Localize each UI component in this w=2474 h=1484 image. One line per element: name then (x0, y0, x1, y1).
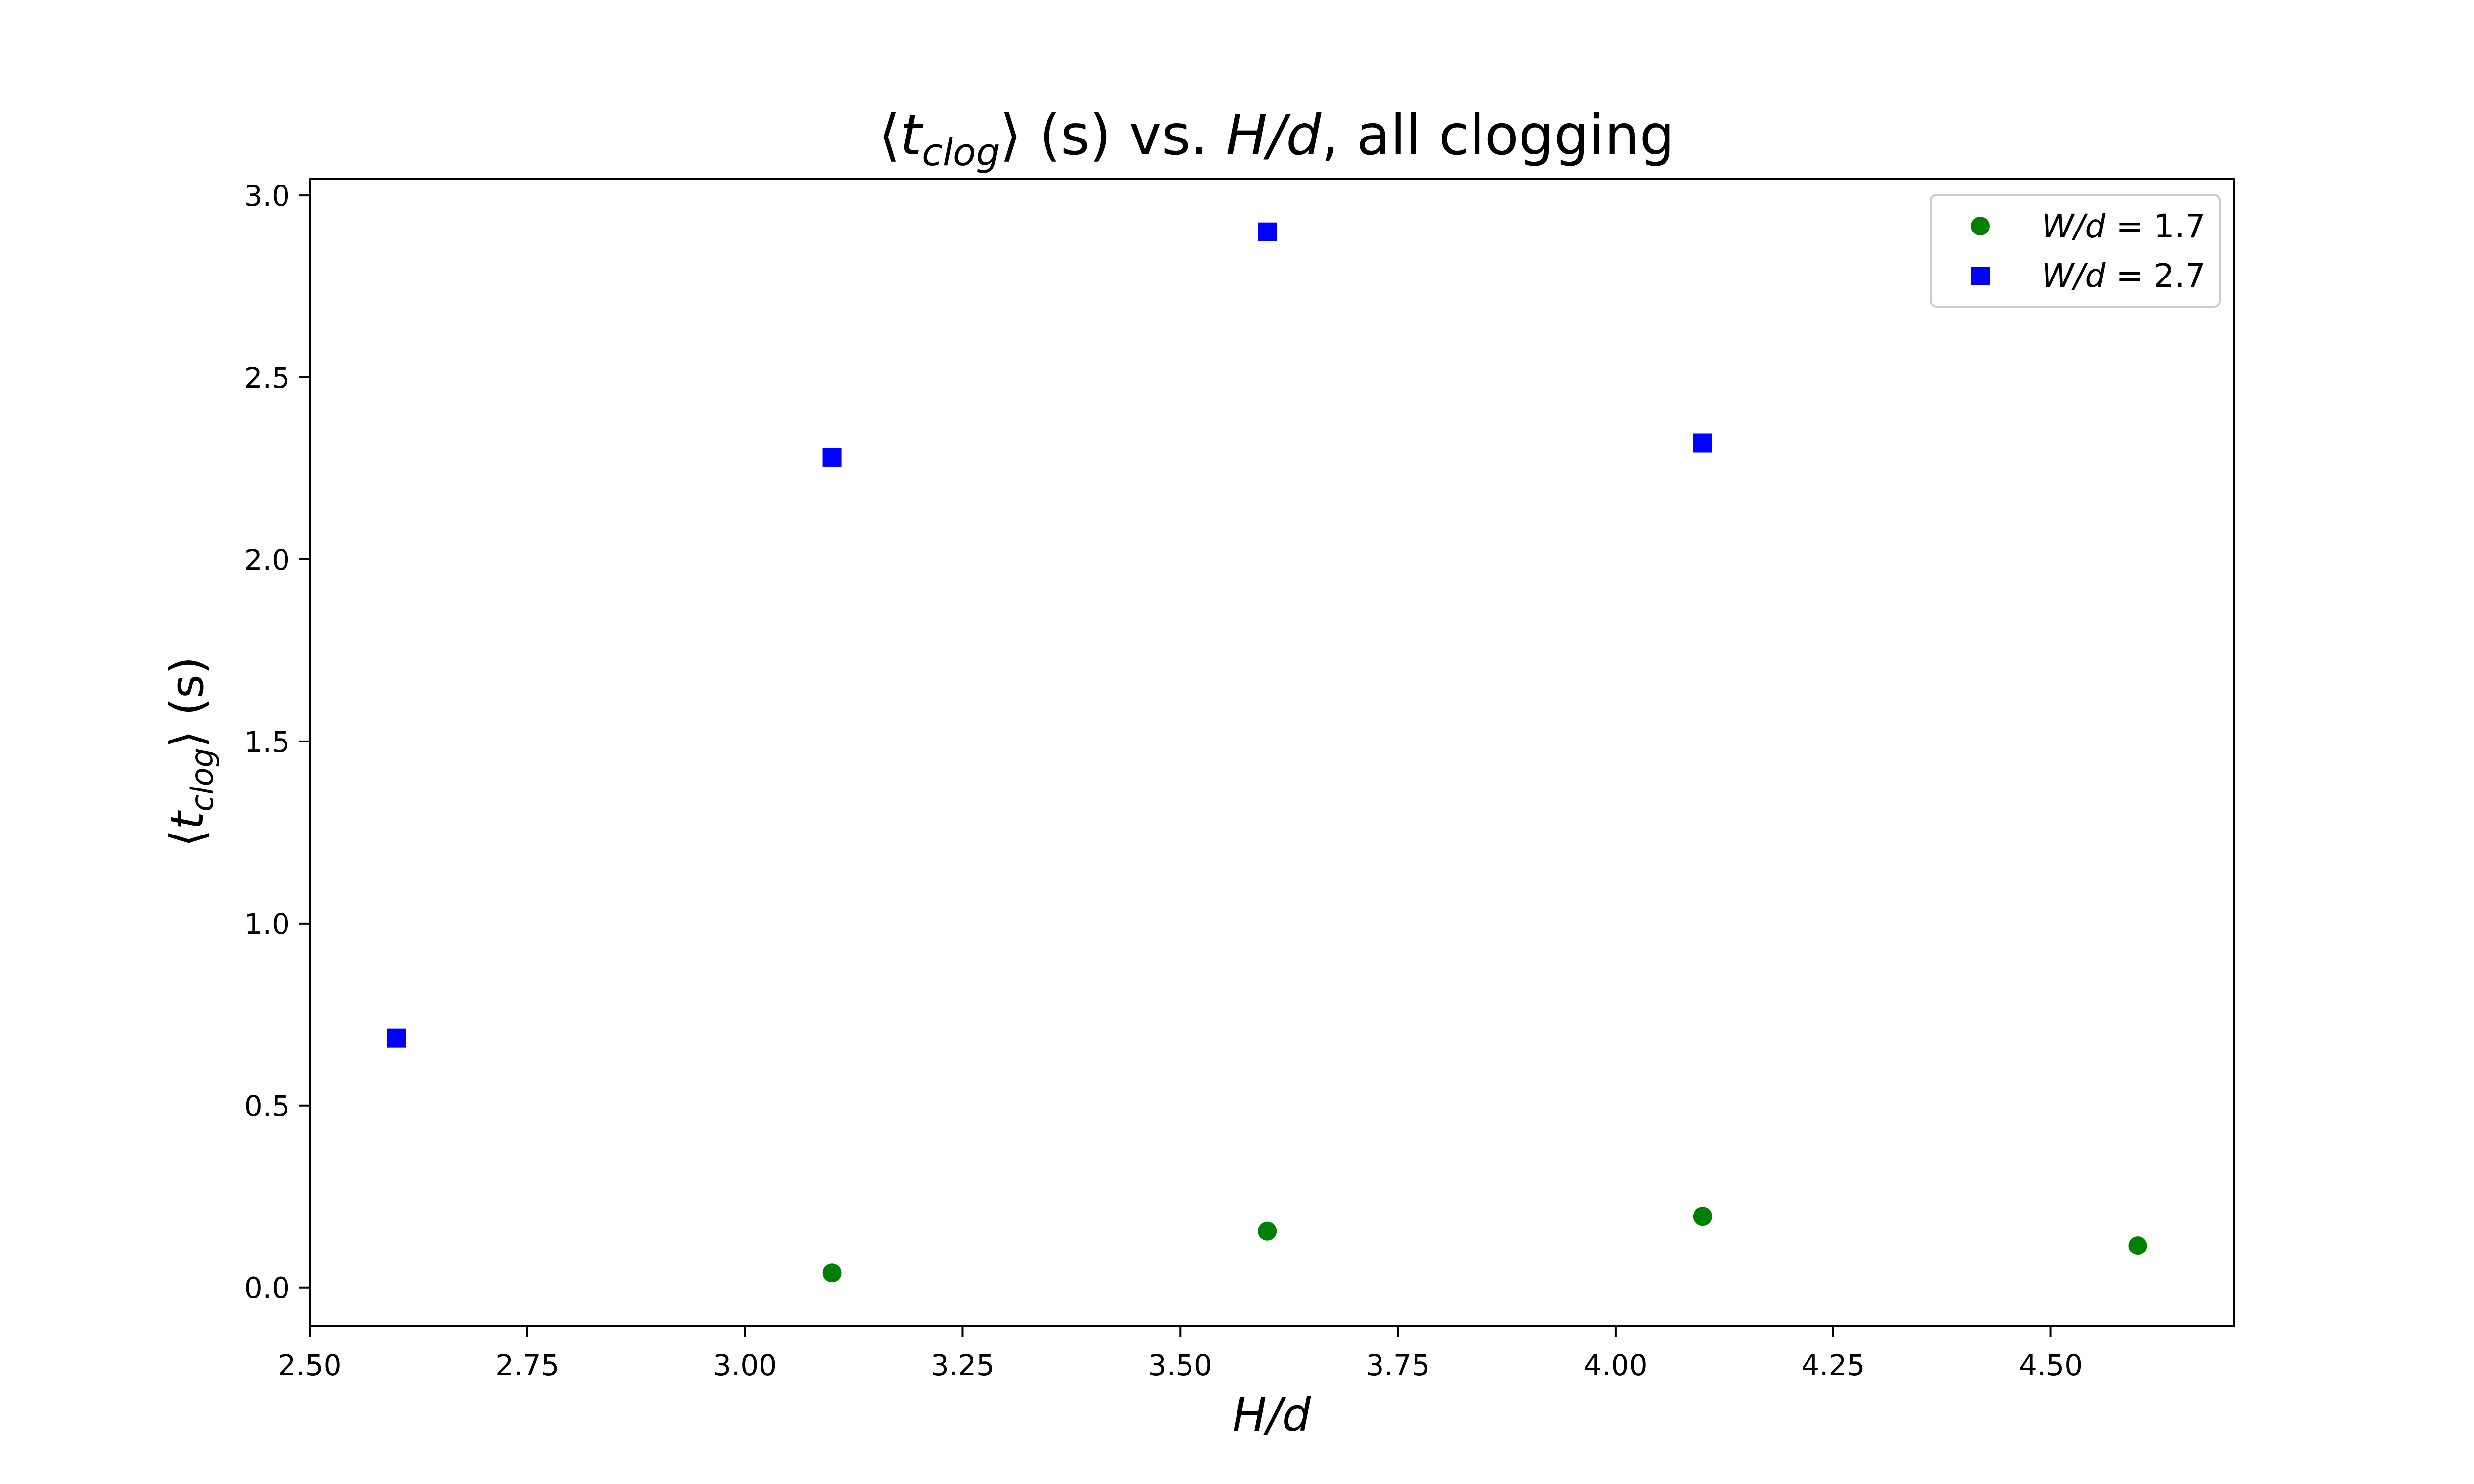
y-tick-label: 0.0 (244, 1271, 290, 1305)
legend-box (1930, 194, 2221, 308)
data-point-wd-2-7 (1258, 222, 1277, 241)
x-tick-label: 3.50 (1148, 1348, 1212, 1382)
x-tick-label: 3.00 (713, 1348, 777, 1382)
data-point-wd-2-7 (822, 448, 842, 467)
data-point-wd-1-7 (2128, 1236, 2147, 1255)
x-tick-label: 2.50 (278, 1348, 341, 1382)
y-tick-label: 2.0 (244, 543, 290, 577)
legend-marker-circle (1971, 217, 1990, 235)
data-point-wd-1-7 (1693, 1207, 1712, 1226)
y-axis: 0.0 0.5 1.0 1.5 2.0 2.5 3.0 (244, 179, 310, 1305)
y-tick-label: 2.5 (244, 361, 290, 395)
x-tick-label: 4.25 (1801, 1348, 1865, 1382)
x-tick-label: 2.75 (495, 1348, 559, 1382)
data-points (387, 222, 2147, 1283)
y-axis-title: ⟨tclog⟩ (s) (161, 656, 220, 847)
legend-marker-square (1971, 267, 1990, 285)
legend: W/d = 1.7 W/d = 2.7 (1930, 194, 2221, 308)
x-tick-label: 3.25 (931, 1348, 995, 1382)
x-axis-title: H/d (1233, 1389, 1311, 1441)
x-axis: 2.50 2.75 3.00 3.25 3.50 3.75 4.00 4.25 4.50 (278, 1326, 2083, 1382)
y-tick-label: 0.5 (244, 1089, 290, 1123)
x-tick-label: 3.75 (1366, 1348, 1430, 1382)
data-point-wd-1-7 (822, 1263, 842, 1283)
data-point-wd-2-7 (387, 1028, 406, 1048)
y-tick-label: 3.0 (244, 179, 290, 213)
data-point-wd-2-7 (1693, 433, 1712, 453)
x-tick-label: 4.00 (1583, 1348, 1647, 1382)
y-tick-label: 1.5 (244, 725, 290, 759)
data-point-wd-1-7 (1258, 1221, 1277, 1241)
y-tick-label: 1.0 (244, 907, 290, 941)
x-tick-label: 4.50 (2019, 1348, 2083, 1382)
plot-area (309, 178, 2235, 1327)
chart-title: ⟨tclog⟩ (s) vs. H/d, all clogging (878, 103, 1674, 174)
legend-label-wd-2-7: W/d = 2.7 (2042, 257, 2206, 295)
legend-label-wd-1-7: W/d = 1.7 (2042, 207, 2206, 245)
